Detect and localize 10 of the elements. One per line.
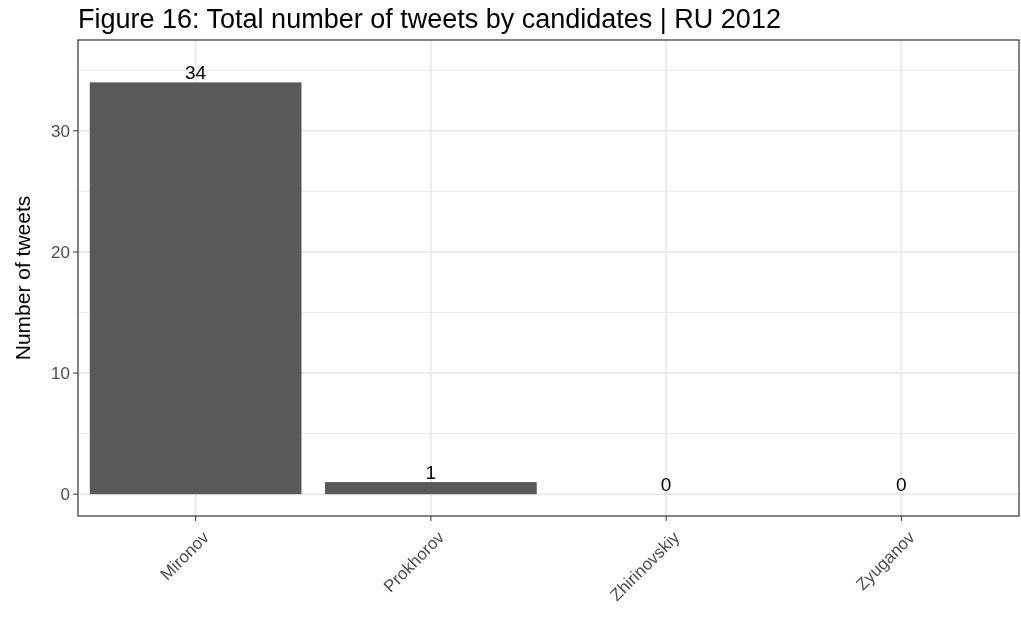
data-label: 1 [425, 462, 437, 484]
y-tick-label: 0 [60, 485, 70, 505]
data-label: 0 [896, 474, 907, 496]
data-label: 0 [660, 474, 672, 496]
y-tick-label: 10 [51, 364, 70, 384]
data-label: 34 [185, 62, 207, 84]
chart-title: Figure 16: Total number of tweets by candidates | RU 2012 [78, 4, 781, 34]
y-tick-label: 20 [51, 242, 70, 262]
y-tick-label: 30 [51, 121, 70, 141]
y-axis-title: Number of tweets [11, 195, 34, 361]
